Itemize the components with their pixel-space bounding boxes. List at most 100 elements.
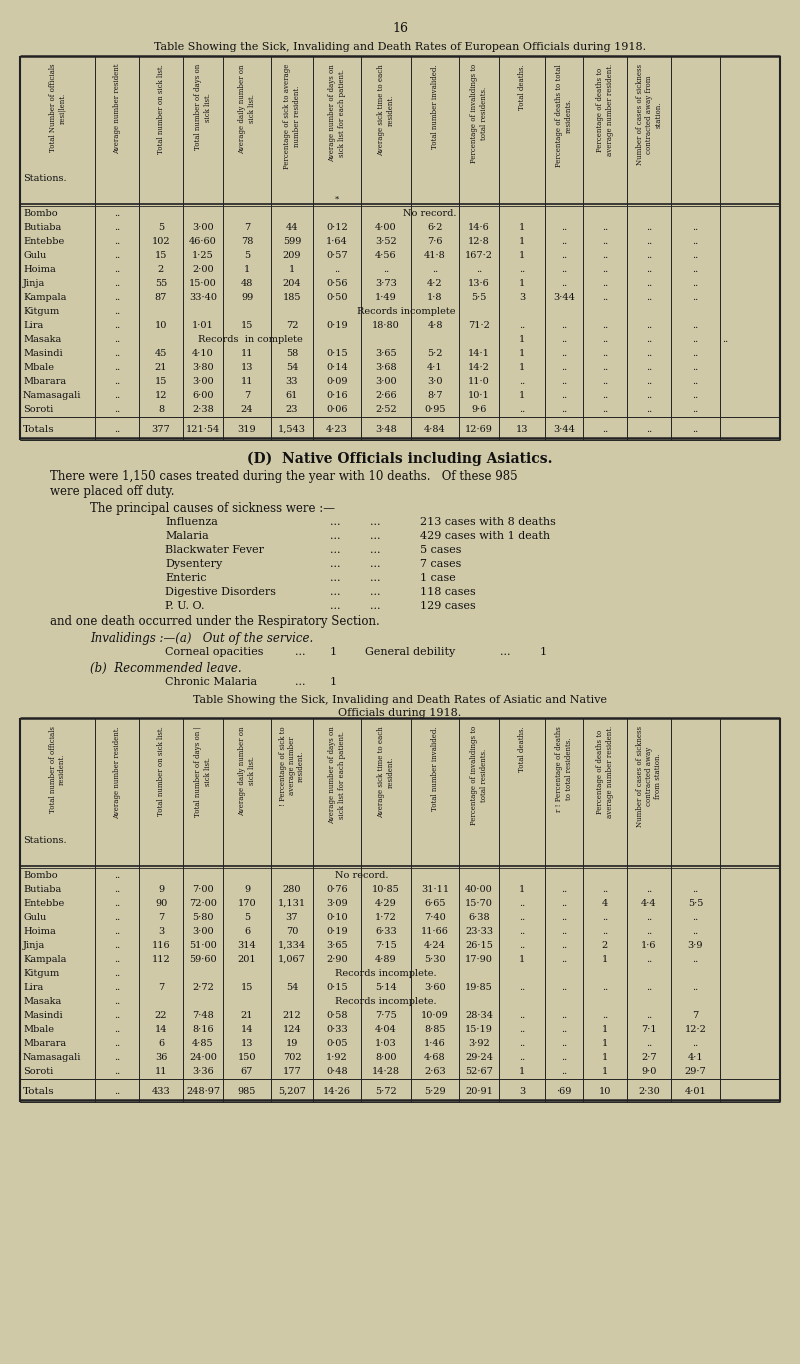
Text: Number of cases of sickness
contracted away from
station.: Number of cases of sickness contracted a… xyxy=(636,64,662,165)
Text: 3·92: 3·92 xyxy=(468,1038,490,1048)
Text: 4·8: 4·8 xyxy=(427,321,442,330)
Text: ..: .. xyxy=(692,222,698,232)
Text: 2·63: 2·63 xyxy=(424,1067,446,1075)
Text: 8·85: 8·85 xyxy=(424,1024,446,1034)
Text: Lira: Lira xyxy=(23,982,43,992)
Text: 19: 19 xyxy=(286,1038,298,1048)
Text: Total number of days on
sick list.: Total number of days on sick list. xyxy=(194,64,211,150)
Text: 0·76: 0·76 xyxy=(326,884,348,893)
Text: Percentage of deaths to total
residents.: Percentage of deaths to total residents. xyxy=(555,64,573,166)
Text: 78: 78 xyxy=(241,236,253,246)
Text: 1·64: 1·64 xyxy=(326,236,348,246)
Text: ..: .. xyxy=(114,236,120,246)
Text: 118 cases: 118 cases xyxy=(420,587,476,597)
Text: ..: .. xyxy=(692,363,698,371)
Text: 209: 209 xyxy=(282,251,302,259)
Text: 72: 72 xyxy=(286,321,298,330)
Text: Table Showing the Sick, Invaliding and Death Rates of Asiatic and Native: Table Showing the Sick, Invaliding and D… xyxy=(193,696,607,705)
Text: Total Number of officials
resi|lent.: Total Number of officials resi|lent. xyxy=(49,64,66,153)
Text: 8·16: 8·16 xyxy=(192,1024,214,1034)
Text: ..: .. xyxy=(114,292,120,301)
Text: 116: 116 xyxy=(152,941,170,949)
Text: ..: .. xyxy=(692,265,698,274)
Text: ..: .. xyxy=(519,265,525,274)
Text: 7: 7 xyxy=(158,982,164,992)
Text: 3·48: 3·48 xyxy=(375,424,397,434)
Text: Bombo: Bombo xyxy=(23,870,58,880)
Text: 14·6: 14·6 xyxy=(468,222,490,232)
Text: 1: 1 xyxy=(244,265,250,274)
Text: 6·38: 6·38 xyxy=(468,913,490,922)
Text: 4·84: 4·84 xyxy=(424,424,446,434)
Text: 12·69: 12·69 xyxy=(465,424,493,434)
Text: Records incomplete.: Records incomplete. xyxy=(335,997,437,1005)
Text: Lira: Lira xyxy=(23,321,43,330)
Text: 10: 10 xyxy=(599,1087,611,1095)
Text: ·69: ·69 xyxy=(556,1087,572,1095)
Text: 5: 5 xyxy=(244,251,250,259)
Text: ..: .. xyxy=(114,955,120,963)
Text: 102: 102 xyxy=(152,236,170,246)
Text: 3·80: 3·80 xyxy=(192,363,214,371)
Text: 6·65: 6·65 xyxy=(424,899,446,907)
Text: 52·67: 52·67 xyxy=(465,1067,493,1075)
Text: were placed off duty.: were placed off duty. xyxy=(50,486,174,498)
Text: 24: 24 xyxy=(241,405,254,413)
Text: ..: .. xyxy=(561,222,567,232)
Text: Masindi: Masindi xyxy=(23,1011,62,1019)
Text: 1,067: 1,067 xyxy=(278,955,306,963)
Text: ..: .. xyxy=(692,390,698,400)
Text: Mbarara: Mbarara xyxy=(23,376,66,386)
Text: 3·44: 3·44 xyxy=(553,424,575,434)
Text: 1: 1 xyxy=(519,251,525,259)
Text: ..: .. xyxy=(602,913,608,922)
Text: 599: 599 xyxy=(283,236,301,246)
Text: ..: .. xyxy=(646,926,652,936)
Text: Total number on sick list.: Total number on sick list. xyxy=(157,64,165,154)
Text: Entebbe: Entebbe xyxy=(23,236,64,246)
Text: ..: .. xyxy=(561,1067,567,1075)
Text: 150: 150 xyxy=(238,1053,256,1061)
Text: 7 cases: 7 cases xyxy=(420,559,462,569)
Text: 46·60: 46·60 xyxy=(189,236,217,246)
Text: Influenza: Influenza xyxy=(165,517,218,527)
Text: 167·2: 167·2 xyxy=(465,251,493,259)
Text: 29·24: 29·24 xyxy=(465,1053,493,1061)
Text: ..: .. xyxy=(692,251,698,259)
Text: 5,207: 5,207 xyxy=(278,1087,306,1095)
Text: ..: .. xyxy=(114,390,120,400)
Text: 67: 67 xyxy=(241,1067,253,1075)
Text: ..: .. xyxy=(646,390,652,400)
Text: 37: 37 xyxy=(286,913,298,922)
Text: Percentage of deaths to
average number resident.: Percentage of deaths to average number r… xyxy=(596,726,614,818)
Text: 71·2: 71·2 xyxy=(468,321,490,330)
Text: 4·10: 4·10 xyxy=(192,348,214,357)
Text: 5·5: 5·5 xyxy=(471,292,486,301)
Text: 2·30: 2·30 xyxy=(638,1087,660,1095)
Text: 0·19: 0·19 xyxy=(326,926,348,936)
Text: 3·00: 3·00 xyxy=(192,376,214,386)
Text: 11: 11 xyxy=(154,1067,167,1075)
Text: 8·7: 8·7 xyxy=(427,390,442,400)
Text: 1·46: 1·46 xyxy=(424,1038,446,1048)
Text: ..: .. xyxy=(602,251,608,259)
Text: 87: 87 xyxy=(155,292,167,301)
Text: 0·14: 0·14 xyxy=(326,363,348,371)
Text: 1,334: 1,334 xyxy=(278,941,306,949)
Text: 2·38: 2·38 xyxy=(192,405,214,413)
Text: ..: .. xyxy=(561,926,567,936)
Text: 8: 8 xyxy=(158,405,164,413)
Text: 14·2: 14·2 xyxy=(468,363,490,371)
Text: 3·36: 3·36 xyxy=(192,1067,214,1075)
Text: Percentage of invalidings to
total residents.: Percentage of invalidings to total resid… xyxy=(470,726,488,825)
Text: and one death occurred under the Respiratory Section.: and one death occurred under the Respira… xyxy=(50,615,380,627)
Text: 1: 1 xyxy=(519,348,525,357)
Text: 1: 1 xyxy=(519,955,525,963)
Text: 6: 6 xyxy=(244,926,250,936)
Text: 0·48: 0·48 xyxy=(326,1067,348,1075)
Text: Soroti: Soroti xyxy=(23,405,54,413)
Text: ..: .. xyxy=(114,913,120,922)
Text: 0·95: 0·95 xyxy=(424,405,446,413)
Text: Namasagali: Namasagali xyxy=(23,390,82,400)
Text: 201: 201 xyxy=(238,955,256,963)
